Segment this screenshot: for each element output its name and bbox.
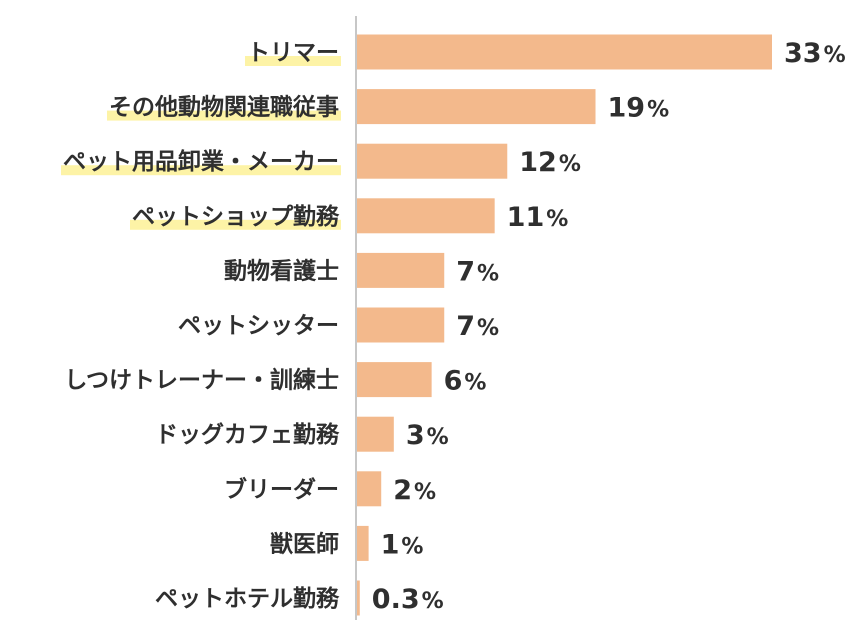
bar [356,580,360,616]
bar [356,198,495,234]
value-unit: % [477,316,499,341]
value-unit: % [464,371,486,396]
category-label: ペットホテル勤務 [155,585,340,612]
category-label: トリマー [247,40,339,66]
value-label: 12% [519,147,581,178]
category-label: その他動物関連職従事 [109,94,339,121]
value-number: 11 [507,202,545,233]
label-highlight [61,165,341,176]
bar [356,416,394,452]
bar-layer [356,34,772,616]
value-number: 7 [456,311,475,342]
value-unit: % [546,207,568,232]
value-unit: % [427,425,449,450]
value-label: 6% [444,366,487,397]
category-label: ペットシッター [178,313,339,339]
value-number: 33 [784,38,822,69]
bar [356,252,445,288]
value-label: 7% [456,311,499,342]
bar [356,307,445,343]
bar [356,34,772,70]
value-label: 11% [507,202,569,233]
label-highlight-layer [61,56,341,230]
category-label: しつけトレーナー・訓練士 [64,367,339,394]
category-label: ペットショップ勤務 [132,203,340,230]
bar [356,471,382,507]
value-label: 7% [456,256,499,287]
bar [356,89,596,125]
category-label: 動物看護士 [224,257,339,284]
value-number: 1 [381,529,400,560]
value-number: 2 [393,475,412,506]
value-unit: % [401,534,423,559]
value-number: 19 [608,93,646,124]
value-label: 0.3% [372,584,444,615]
bar [356,362,432,398]
value-label-layer: 33%19%12%11%7%7%6%3%2%1%0.3% [372,38,846,615]
value-unit: % [422,589,444,614]
value-number: 7 [456,256,475,287]
bar [356,525,369,561]
category-label-layer: トリマーその他動物関連職従事ペット用品卸業・メーカーペットショップ勤務動物看護士… [63,40,340,612]
value-unit: % [477,261,499,286]
value-unit: % [647,98,669,123]
value-label: 19% [608,93,670,124]
label-highlight [107,110,341,121]
value-label: 2% [393,475,436,506]
category-label: 獣医師 [270,530,339,557]
category-label: ブリーダー [224,476,339,503]
value-number: 12 [519,147,557,178]
value-label: 1% [381,529,424,560]
value-label: 33% [784,38,846,69]
value-unit: % [824,43,846,68]
value-label: 3% [406,420,449,451]
category-label: ペット用品卸業・メーカー [63,148,339,175]
value-unit: % [559,152,581,177]
value-number: 6 [444,366,463,397]
bar [356,143,508,179]
label-highlight [245,56,341,66]
value-number: 0.3 [372,584,420,615]
label-highlight [130,219,341,230]
value-unit: % [414,480,436,505]
category-label: ドッグカフェ勤務 [155,421,340,448]
value-number: 3 [406,420,425,451]
